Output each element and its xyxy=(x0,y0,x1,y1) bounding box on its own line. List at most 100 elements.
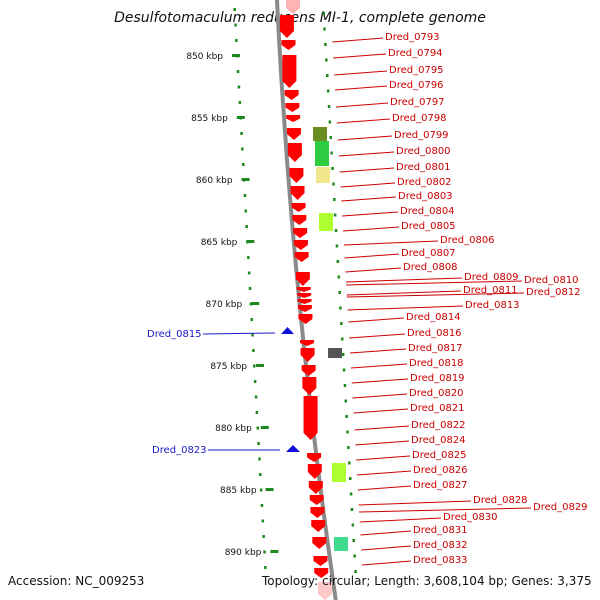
gene-label-dred_0825[interactable]: Dred_0825 xyxy=(412,450,467,461)
label-leader-line xyxy=(360,530,412,536)
feature-block xyxy=(316,167,330,183)
forward-gene-arrow xyxy=(285,103,300,112)
gene-label-dred_0823[interactable]: Dred_0823 xyxy=(152,445,207,456)
ring-dot xyxy=(337,275,340,279)
label-leader-line xyxy=(343,226,400,232)
ring-dot xyxy=(340,322,343,325)
scale-tick-label: 865 kbp xyxy=(201,238,238,248)
scale-tick-mark xyxy=(246,240,255,243)
gene-label-dred_0793[interactable]: Dred_0793 xyxy=(385,32,440,43)
ring-dot xyxy=(331,167,334,170)
forward-gene-arrow xyxy=(314,568,329,578)
forward-gene-arrow xyxy=(293,228,308,238)
label-leader-line xyxy=(358,500,472,506)
accession-text: Accession: NC_009253 xyxy=(8,574,145,588)
gene-label-dred_0814[interactable]: Dred_0814 xyxy=(406,312,461,323)
gene-label-dred_0800[interactable]: Dred_0800 xyxy=(396,146,451,157)
gene-label-dred_0817[interactable]: Dred_0817 xyxy=(408,343,463,354)
forward-gene-arrow xyxy=(289,168,304,183)
gene-label-dred_0827[interactable]: Dred_0827 xyxy=(413,480,468,491)
ring-dot xyxy=(324,43,327,46)
gene-track xyxy=(279,0,332,600)
forward-gene-arrow xyxy=(300,340,315,346)
ring-dot xyxy=(235,39,238,42)
scale-tick-mark xyxy=(236,116,245,119)
ring-dot xyxy=(257,442,260,445)
label-leader-line xyxy=(352,393,408,399)
gene-label-dred_0805[interactable]: Dred_0805 xyxy=(401,221,456,232)
label-leader-line xyxy=(344,253,400,259)
gene-label-dred_0831[interactable]: Dred_0831 xyxy=(413,525,468,536)
gene-label-dred_0826[interactable]: Dred_0826 xyxy=(413,465,468,476)
feature-track xyxy=(313,127,348,551)
label-leader-line xyxy=(361,545,412,551)
gene-label-dred_0815[interactable]: Dred_0815 xyxy=(147,329,202,340)
gene-label-dred_0798[interactable]: Dred_0798 xyxy=(392,113,447,124)
gene-label-dred_0808[interactable]: Dred_0808 xyxy=(403,262,458,273)
scale-tick-label: 885 kbp xyxy=(220,486,257,496)
topology-text: Topology: circular; Length: 3,608,104 bp… xyxy=(262,574,592,588)
forward-gene-arrow xyxy=(286,115,301,122)
ring-dot xyxy=(336,260,340,263)
label-leader-line xyxy=(347,305,464,311)
label-leader-line xyxy=(356,470,412,476)
scale-tick-label: 880 kbp xyxy=(215,424,252,434)
gene-label-dred_0821[interactable]: Dred_0821 xyxy=(410,403,465,414)
gene-label-dred_0806[interactable]: Dred_0806 xyxy=(440,235,495,246)
forward-gene-arrow xyxy=(297,305,312,312)
gene-label-dred_0811[interactable]: Dred_0811 xyxy=(463,285,518,296)
gene-label-dred_0803[interactable]: Dred_0803 xyxy=(398,191,453,202)
gene-label-dred_0799[interactable]: Dred_0799 xyxy=(394,130,449,141)
forward-gene-arrow xyxy=(309,495,324,505)
gene-label-dred_0795[interactable]: Dred_0795 xyxy=(389,65,444,76)
gene-label-dred_0816[interactable]: Dred_0816 xyxy=(407,328,462,339)
gene-label-dred_0828[interactable]: Dred_0828 xyxy=(473,495,528,506)
feature-block xyxy=(334,537,348,551)
gene-label-dred_0802[interactable]: Dred_0802 xyxy=(397,177,452,188)
gene-label-dred_0797[interactable]: Dred_0797 xyxy=(390,97,445,108)
ring-dot xyxy=(256,426,259,430)
forward-gene-arrow xyxy=(308,481,323,494)
scale-tick-mark xyxy=(241,178,250,181)
gene-label-dred_0830[interactable]: Dred_0830 xyxy=(443,512,498,523)
ring-dot xyxy=(262,535,265,538)
gene-label-dred_0832[interactable]: Dred_0832 xyxy=(413,540,468,551)
ring-dot xyxy=(334,229,338,232)
ring-dot xyxy=(244,209,247,213)
forward-gene-arrow xyxy=(287,143,302,162)
scale-ticks: 850 kbp 855 kbp 860 kbp 865 kbp 870 kbp 875 k… xyxy=(186,8,357,573)
gene-label-dred_0818[interactable]: Dred_0818 xyxy=(409,358,464,369)
gene-label-dred_0820[interactable]: Dred_0820 xyxy=(409,388,464,399)
feature-block xyxy=(328,348,342,358)
gene-label-dred_0794[interactable]: Dred_0794 xyxy=(388,48,443,59)
scale-tick-label: 860 kbp xyxy=(196,176,233,186)
label-leader-line xyxy=(350,363,408,369)
ring-dot xyxy=(348,461,351,465)
gene-label-dred_0796[interactable]: Dred_0796 xyxy=(389,80,444,91)
forward-gene-arrow xyxy=(293,240,308,250)
gene-label-dred_0829[interactable]: Dred_0829 xyxy=(533,502,588,513)
ring-dot xyxy=(252,349,255,352)
gene-label-dred_0822[interactable]: Dred_0822 xyxy=(411,420,466,431)
label-leader-line xyxy=(354,425,410,431)
ring-dot xyxy=(255,411,259,414)
label-leader-line xyxy=(334,70,388,76)
gene-label-dred_0804[interactable]: Dred_0804 xyxy=(400,206,455,217)
label-leader-line xyxy=(349,348,407,354)
label-leader-line xyxy=(346,290,462,296)
gene-label-dred_0810[interactable]: Dred_0810 xyxy=(524,275,579,286)
gene-label-dred_0813[interactable]: Dred_0813 xyxy=(465,300,520,311)
gene-label-dred_0801[interactable]: Dred_0801 xyxy=(396,162,451,173)
forward-gene-arrow xyxy=(281,40,296,50)
gene-label-dred_0809[interactable]: Dred_0809 xyxy=(464,272,519,283)
gene-label-dred_0833[interactable]: Dred_0833 xyxy=(413,555,468,566)
gene-label-dred_0807[interactable]: Dred_0807 xyxy=(401,248,456,259)
feature-block xyxy=(319,213,333,231)
gene-label-dred_0812[interactable]: Dred_0812 xyxy=(526,287,581,298)
ring-dot xyxy=(341,337,344,341)
scale-tick-mark xyxy=(260,426,269,429)
gene-label-dred_0819[interactable]: Dred_0819 xyxy=(410,373,465,384)
forward-gene-arrow xyxy=(290,186,305,200)
gene-label-dred_0824[interactable]: Dred_0824 xyxy=(411,435,466,446)
